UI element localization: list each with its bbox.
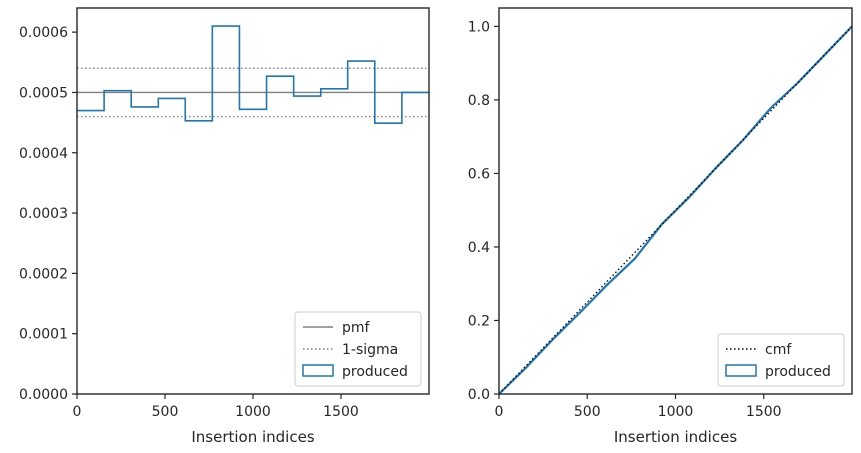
cmf-y-tick-label: 0.0	[468, 387, 490, 403]
cmf-y-tick-label: 0.6	[468, 166, 490, 182]
cmf-y-tick-label: 0.2	[468, 313, 490, 329]
pmf-panel: 0 500 1000 1500 0.0000 0.0001 0.0002 0.0003 0.00…	[19, 7, 430, 446]
cmf-line	[498, 25, 853, 395]
pmf-x-axis-label: Insertion indices	[191, 428, 314, 446]
cmf-panel: 0 500 1000 1500 0.0 0.2 0.4 0.6 0.8 1.0 Insertion …	[468, 7, 853, 446]
cmf-legend-label: produced	[765, 364, 831, 380]
cmf-legend: cmf produced	[717, 333, 845, 387]
pmf-legend-label: pmf	[342, 320, 371, 336]
pmf-y-tick-label: 0.0000	[19, 387, 68, 403]
cmf-legend-box	[717, 333, 845, 387]
pmf-y-tick-label: 0.0003	[19, 206, 68, 222]
produced-histogram-step	[77, 25, 429, 124]
cmf-legend-label: cmf	[765, 342, 792, 358]
pmf-y-tick-label: 0.0002	[19, 266, 68, 282]
cmf-y-tick-label: 0.8	[468, 93, 490, 109]
pmf-x-tick-label: 0	[73, 404, 82, 420]
pmf-y-tick-label: 0.0005	[19, 85, 68, 101]
cmf-y-tick-label: 1.0	[468, 19, 490, 35]
pmf-y-tick-label: 0.0001	[19, 327, 68, 343]
cmf-x-tick-label: 0	[495, 404, 504, 420]
cmf-x-axis-label: Insertion indices	[614, 428, 737, 446]
cmf-legend-handle-produced	[725, 364, 757, 377]
cmf-y-tick-label: 0.4	[468, 240, 490, 256]
pmf-legend-label: produced	[342, 364, 408, 380]
pmf-legend-handle-produced	[302, 364, 334, 377]
pmf-x-tick-label: 1500	[323, 404, 359, 420]
pmf-y-tick-label: 0.0006	[19, 25, 68, 41]
pmf-x-tick-label: 500	[152, 404, 179, 420]
pmf-y-tick-label: 0.0004	[19, 146, 68, 162]
cmf-x-tick-label: 1500	[746, 404, 782, 420]
cmf-x-tick-label: 500	[574, 404, 601, 420]
cmf-x-tick-label: 1000	[658, 404, 694, 420]
pmf-legend: pmf 1-sigma produced	[294, 311, 422, 387]
pmf-legend-box	[294, 311, 422, 387]
pmf-x-tick-label: 1000	[235, 404, 271, 420]
pmf-legend-label: 1-sigma	[342, 342, 398, 358]
